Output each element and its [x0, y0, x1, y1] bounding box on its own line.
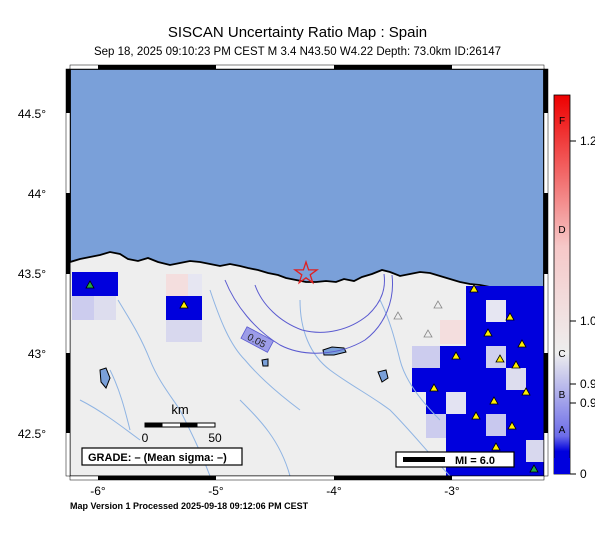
svg-text:C: C: [558, 349, 565, 360]
svg-text:F: F: [559, 116, 565, 127]
station-marker: [469, 284, 479, 293]
contours: [224, 273, 394, 354]
station-marker: [423, 329, 433, 338]
station-marker: [507, 421, 517, 430]
svg-text:MI = 6.0: MI = 6.0: [455, 455, 495, 467]
reservoir: [377, 369, 389, 383]
svg-text:-4°: -4°: [326, 484, 342, 498]
svg-text:1.2: 1.2: [580, 134, 595, 148]
station-marker: [471, 411, 481, 420]
station-marker: [483, 328, 493, 337]
uncertainty-cells: [72, 272, 544, 476]
station-marker: [179, 300, 189, 309]
svg-text:1.0: 1.0: [580, 314, 595, 328]
svg-text:50: 50: [208, 431, 222, 445]
latitude-ticks: 44.5° 44° 43.5° 43° 42.5°: [18, 107, 46, 441]
station-marker: [85, 280, 95, 289]
station-marker: [451, 351, 461, 360]
map-area: 0.05 km: [70, 69, 544, 476]
svg-text:D: D: [558, 225, 565, 236]
station-marker: [429, 383, 439, 392]
rivers: [79, 289, 451, 476]
station-marker: [511, 360, 521, 369]
svg-text:44.5°: 44.5°: [18, 107, 46, 121]
svg-text:42.5°: 42.5°: [18, 427, 46, 441]
svg-text:km: km: [171, 402, 188, 417]
epicenter-star: [292, 259, 320, 285]
station-marker: [491, 442, 501, 451]
map-subtitle: Sep 18, 2025 09:10:23 PM CEST M 3.4 N43.…: [93, 46, 501, 58]
reservoir: [261, 358, 269, 367]
station-marker: [433, 300, 443, 309]
svg-text:0: 0: [142, 431, 149, 445]
svg-text:-5°: -5°: [208, 484, 224, 498]
svg-text:43°: 43°: [28, 347, 46, 361]
colorbar: 1.2 1.0 0.9 0.9 0 F D C B A: [553, 94, 595, 481]
station-marker: [393, 311, 403, 320]
station-marker: [505, 312, 515, 321]
svg-text:0.9: 0.9: [580, 377, 595, 391]
station-marker: [495, 354, 505, 363]
svg-text:43.5°: 43.5°: [18, 267, 46, 281]
svg-text:0.9: 0.9: [580, 396, 595, 410]
reservoir: [99, 367, 111, 389]
station-marker: [489, 396, 499, 405]
scale-bar: km 0 50: [142, 402, 222, 445]
svg-text:B: B: [559, 390, 566, 401]
station-marker: [529, 464, 539, 473]
station-markers: [85, 280, 539, 473]
sea-area: [70, 69, 544, 308]
svg-text:44°: 44°: [28, 187, 46, 201]
grade-box: GRADE: – (Mean sigma: –): [81, 447, 243, 466]
map-frame: [65, 64, 549, 481]
svg-text:0: 0: [580, 467, 587, 481]
map-footer: Map Version 1 Processed 2025-09-18 09:12…: [70, 501, 309, 511]
map-title: SISCAN Uncertainty Ratio Map : Spain: [167, 24, 428, 41]
station-marker: [517, 339, 527, 348]
station-marker: [521, 387, 531, 396]
svg-text:-3°: -3°: [444, 484, 460, 498]
mi-legend: MI = 6.0: [395, 451, 515, 468]
svg-text:GRADE: – (Mean sigma: –): GRADE: – (Mean sigma: –): [88, 452, 227, 464]
longitude-ticks: -6° -5° -4° -3°: [90, 484, 460, 498]
svg-text:A: A: [559, 425, 566, 436]
svg-text:-6°: -6°: [90, 484, 106, 498]
